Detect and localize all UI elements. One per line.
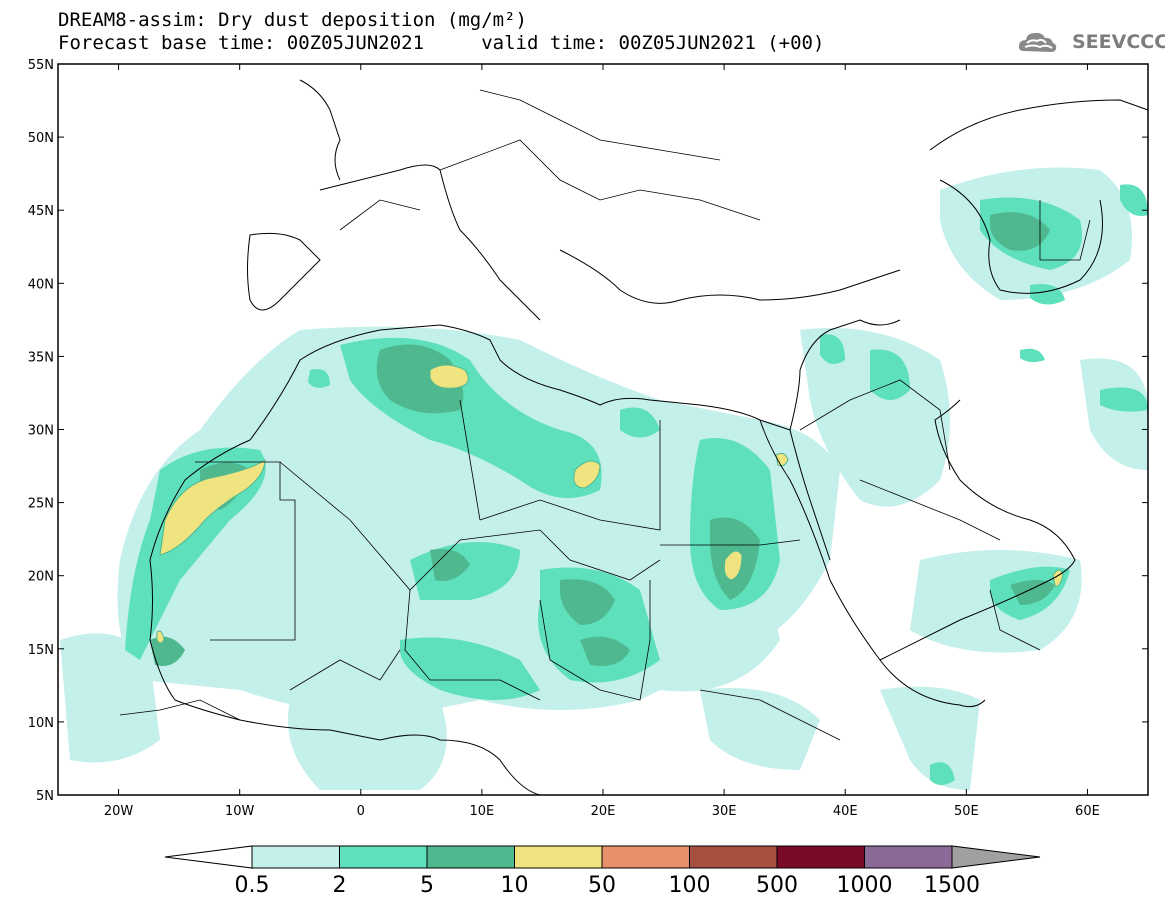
color-legend: 0.5 2 5 10 50 100 500 1000 1500 xyxy=(164,845,1041,898)
longitude-axis: 20W 10W 0 10E 20E 30E 40E 50E 60E xyxy=(104,64,1100,819)
dust-field xyxy=(60,167,1148,790)
legend-label: 2 xyxy=(333,873,347,898)
coastlines xyxy=(149,79,1148,795)
forecast-time-line: Forecast base time: 00Z05JUN2021 valid t… xyxy=(58,32,825,54)
lon-tick-label: 30E xyxy=(712,804,737,819)
lat-tick-label: 55N xyxy=(28,58,54,73)
lat-tick-label: 25N xyxy=(28,497,54,512)
legend-over-triangle xyxy=(951,845,1041,869)
latitude-axis: 55N 50N 45N 40N 35N 30N 25N 20N 15N 10N 5N xyxy=(28,58,1148,804)
country-borders xyxy=(119,89,1091,741)
legend-swatch xyxy=(339,845,428,869)
legend-under-triangle xyxy=(164,845,253,869)
lat-tick-label: 50N xyxy=(28,131,54,146)
lon-tick-label: 20W xyxy=(104,804,134,819)
map-title: DREAM8-assim: Dry dust deposition (mg/m²… xyxy=(58,9,527,31)
lat-tick-label: 30N xyxy=(28,424,54,439)
lat-tick-label: 5N xyxy=(36,789,54,804)
legend-label: 1000 xyxy=(837,873,893,898)
cloud-icon xyxy=(1018,32,1057,52)
legend-swatch xyxy=(689,845,778,869)
legend-swatch xyxy=(776,845,865,869)
legend-label: 5 xyxy=(420,873,434,898)
lon-tick-label: 10W xyxy=(225,804,255,819)
lon-tick-label: 40E xyxy=(833,804,858,819)
lon-tick-label: 20E xyxy=(591,804,616,819)
legend-label: 50 xyxy=(588,873,616,898)
legend-swatch xyxy=(514,845,603,869)
legend-swatch xyxy=(601,845,690,869)
lat-tick-label: 35N xyxy=(28,350,54,365)
legend-swatch xyxy=(426,845,515,869)
legend-label: 10 xyxy=(501,873,529,898)
lat-tick-label: 45N xyxy=(28,204,54,219)
legend-label: 100 xyxy=(669,873,711,898)
lat-tick-label: 40N xyxy=(28,277,54,292)
legend-swatch xyxy=(864,845,953,869)
lon-tick-label: 10E xyxy=(470,804,495,819)
legend-label: 500 xyxy=(756,873,798,898)
lon-tick-label: 50E xyxy=(954,804,979,819)
legend-label: 1500 xyxy=(924,873,980,898)
legend-label: 0.5 xyxy=(235,873,270,898)
logo-text: SEEVCCC xyxy=(1072,31,1165,53)
legend-swatch xyxy=(251,845,340,869)
lat-tick-label: 10N xyxy=(28,716,54,731)
lat-tick-label: 15N xyxy=(28,643,54,658)
lat-tick-label: 20N xyxy=(28,570,54,585)
lon-tick-label: 60E xyxy=(1075,804,1100,819)
lon-tick-label: 0 xyxy=(357,804,365,819)
